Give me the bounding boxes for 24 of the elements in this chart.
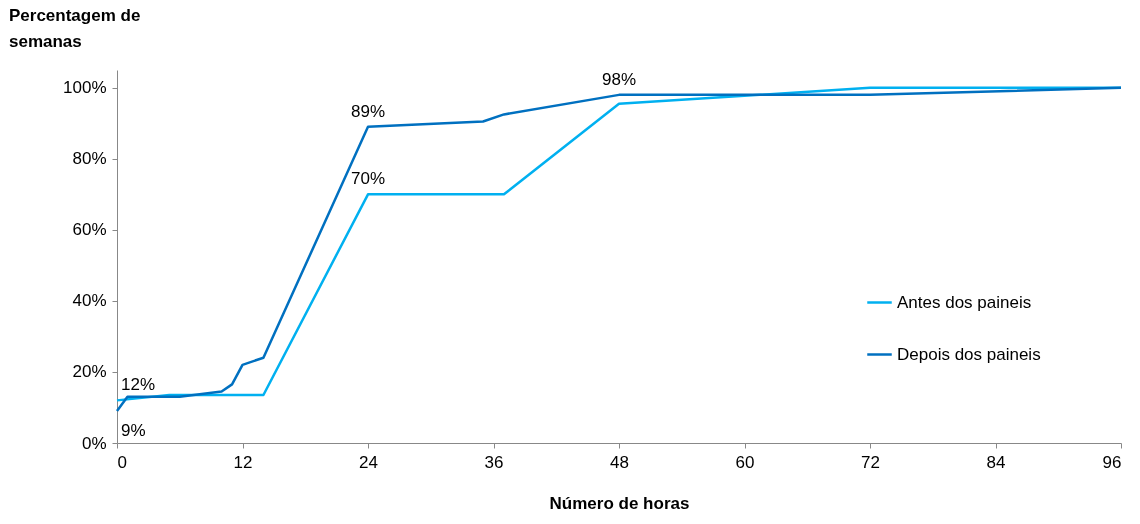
y-tick-label: 60% (72, 220, 107, 240)
y-axis-title: Percentagem de semanas (9, 6, 141, 51)
data-label: 9% (121, 421, 146, 441)
data-label: 98% (601, 69, 637, 89)
y-tick-label: 80% (72, 149, 107, 169)
x-axis-title: Número de horas (549, 493, 690, 513)
x-tick-label: 36 (484, 452, 504, 472)
y-tick-label: 0% (81, 433, 107, 453)
y-tick-label: 40% (72, 291, 107, 311)
legend-label: Depois dos paineis (897, 344, 1041, 364)
x-tick-label: 0 (117, 452, 127, 472)
y-tick-label: 100% (63, 78, 107, 98)
x-tick-label: 12 (233, 452, 253, 472)
x-tick-label: 60 (735, 452, 755, 472)
data-label: 70% (350, 169, 386, 189)
data-label: 12% (121, 375, 156, 395)
x-tick-label: 48 (610, 452, 629, 472)
x-tick-label: 24 (359, 452, 378, 472)
legend-label: Antes dos paineis (897, 292, 1032, 312)
y-tick-label: 20% (72, 362, 107, 382)
x-tick-label: 96 (1102, 452, 1122, 472)
x-tick-label: 84 (986, 452, 1006, 472)
data-label: 89% (350, 101, 386, 121)
x-tick-label: 72 (861, 452, 880, 472)
